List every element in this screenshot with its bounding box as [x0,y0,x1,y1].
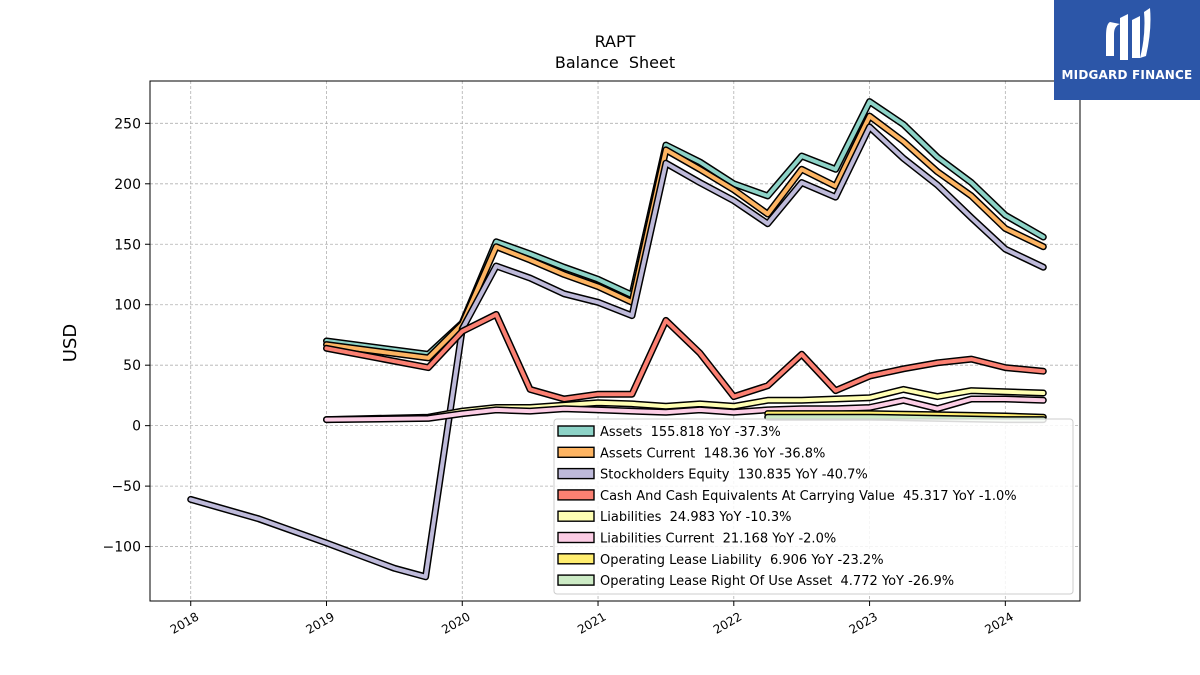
legend-swatch [557,553,595,565]
y-tick-label: 150 [114,237,141,253]
legend-swatch [557,489,595,501]
y-axis-label: USD [60,324,81,362]
legend-swatch [557,467,595,480]
series-line-2 [188,125,1046,579]
y-tick-label: 0 [132,419,141,435]
legend-label: Stockholders Equity 130.835 YoY -40.7% [600,468,868,483]
legend-label: Liabilities Current 21.168 YoY -2.0% [600,532,836,547]
plot-frame [149,80,1081,602]
legend-label: Liabilities 24.983 YoY -10.3% [600,510,792,525]
brand-mark-icon [1106,8,1151,60]
chart-subtitle: Balance Sheet [555,53,675,72]
chart-title: RAPT [595,32,636,51]
y-tick-label: 200 [114,177,141,193]
brand-logo: MIDGARD FINANCE [1054,0,1200,100]
legend-label: Assets Current 148.36 YoY -36.8% [600,446,825,461]
y-tick-label: 50 [123,358,141,374]
legend-swatch [557,446,595,458]
legend-label: Operating Lease Right Of Use Asset 4.772… [600,574,954,589]
brand-name: MIDGARD FINANCE [1061,68,1193,82]
legend-swatch [557,510,595,522]
series-line-5 [324,397,1046,422]
y-tick-label: 100 [114,298,141,314]
legend: Assets 155.818 YoY -37.3% Assets Current … [553,418,1074,595]
legend-label: Cash And Cash Equivalents At Carrying Va… [600,489,1017,504]
legend-swatch [557,531,595,544]
y-tick-label: −50 [111,479,141,495]
legend-box [553,418,1074,595]
legend-label: Operating Lease Liability 6.906 YoY -23.… [600,553,884,568]
y-tick-label: −100 [103,540,141,556]
series-line-0 [324,99,1046,357]
series-line-3 [324,312,1046,401]
legend-label: Assets 155.818 YoY -37.3% [600,425,781,440]
legend-swatch [557,425,595,437]
y-tick-label: 250 [114,116,141,132]
legend-swatch [557,574,595,586]
series-line-1 [324,114,1046,360]
